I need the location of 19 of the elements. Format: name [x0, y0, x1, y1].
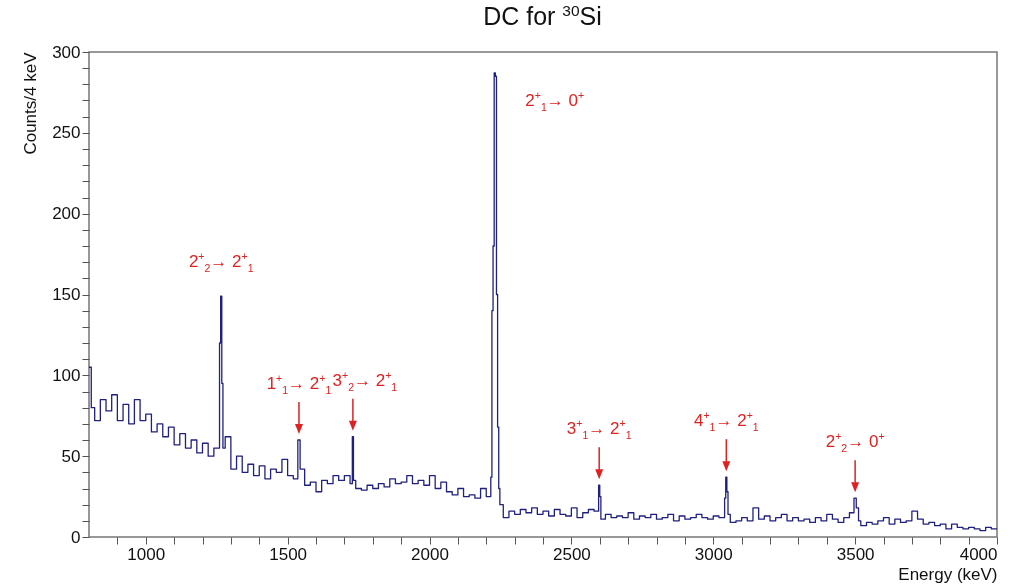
- annotation: 2$^{+}$$_{2}$→ 0$^{+}$: [825, 430, 885, 454]
- x-tick-label: 2000: [411, 544, 449, 564]
- y-axis-title: Counts/4 keV: [21, 51, 41, 155]
- y-tick-label: 300: [52, 42, 81, 62]
- x-tick-label: 2500: [552, 544, 591, 564]
- x-axis-title: Energy (keV): [898, 564, 998, 584]
- y-tick-label: 50: [61, 446, 81, 466]
- chart-title: DC for $^{30}$Si: [482, 2, 603, 32]
- y-tick-label: 100: [52, 365, 81, 385]
- x-tick-label: 3000: [694, 544, 733, 564]
- y-tick-label: 150: [52, 285, 81, 304]
- annotation: 2$^{+}$$_{1}$→ 0$^{+}$: [525, 89, 585, 113]
- x-tick-label: 4000: [959, 544, 998, 564]
- x-tick-label: 3500: [836, 544, 875, 564]
- x-tick-label: 1000: [127, 544, 166, 564]
- y-tick-label: 0: [71, 527, 81, 547]
- y-tick-label: 200: [52, 204, 81, 224]
- x-tick-label: 1500: [269, 544, 308, 564]
- y-tick-label: 250: [52, 123, 81, 143]
